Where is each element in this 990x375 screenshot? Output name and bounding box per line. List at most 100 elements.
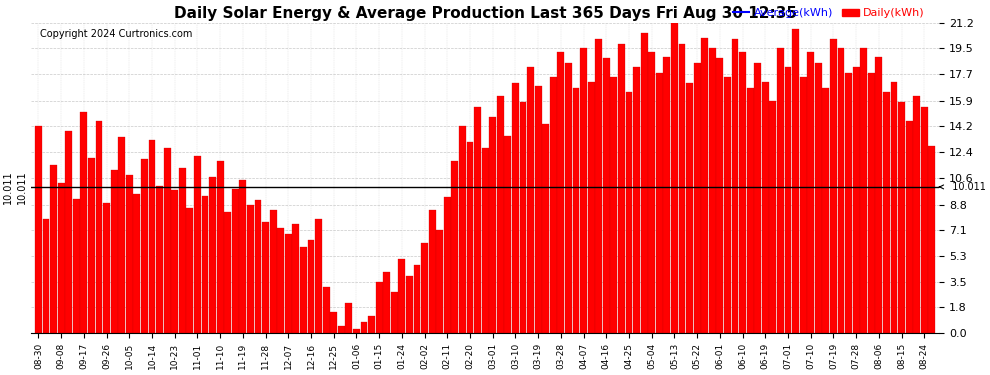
Bar [240,180,247,333]
Bar [694,63,701,333]
Bar [171,190,178,333]
Bar [549,77,556,333]
Bar [732,39,739,333]
Bar [254,200,261,333]
Bar [134,194,141,333]
Bar [474,106,481,333]
Bar [754,63,761,333]
Bar [603,58,610,333]
Bar [528,67,534,333]
Bar [103,203,110,333]
Bar [618,44,625,333]
Bar [505,136,511,333]
Bar [429,210,436,333]
Bar [512,83,519,333]
Bar [444,197,450,333]
Bar [360,322,367,333]
Bar [292,224,299,333]
Bar [338,326,345,333]
Bar [277,228,284,333]
Bar [883,92,890,333]
Bar [520,102,527,333]
Bar [269,210,276,333]
Bar [746,87,753,333]
Bar [148,140,155,333]
Bar [194,156,201,333]
Bar [141,159,148,333]
Bar [96,121,102,333]
Bar [368,316,375,333]
Bar [209,177,216,333]
Bar [823,87,830,333]
Bar [815,63,822,333]
Bar [626,92,633,333]
Bar [785,67,791,333]
Bar [830,39,837,333]
Bar [565,63,572,333]
Bar [740,53,746,333]
Bar [80,112,87,333]
Bar [921,106,928,333]
Bar [898,102,905,333]
Bar [202,196,209,333]
Bar [611,77,618,333]
Bar [437,230,444,333]
Bar [383,272,390,333]
Bar [929,146,936,333]
Bar [43,219,50,333]
Bar [595,39,602,333]
Bar [686,83,693,333]
Bar [126,176,133,333]
Bar [497,96,504,333]
Bar [323,286,330,333]
Bar [800,77,807,333]
Bar [308,240,315,333]
Bar [648,53,655,333]
Bar [717,58,724,333]
Bar [331,312,338,333]
Bar [807,53,814,333]
Bar [346,303,352,333]
Bar [414,265,421,333]
Bar [315,219,322,333]
Bar [50,165,57,333]
Bar [838,48,844,333]
Bar [671,23,678,333]
Bar [186,208,193,333]
Bar [406,276,413,333]
Bar [225,212,231,333]
Bar [656,73,662,333]
Bar [543,124,549,333]
Bar [868,73,875,333]
Bar [572,87,579,333]
Bar [179,168,186,333]
Bar [875,57,882,333]
Bar [769,101,776,333]
Bar [845,73,852,333]
Bar [852,67,859,333]
Bar [451,161,458,333]
Bar [163,147,170,333]
Bar [891,82,897,333]
Bar [580,48,587,333]
Bar [376,282,382,333]
Bar [232,189,239,333]
Bar [57,183,64,333]
Bar [663,57,670,333]
Bar [262,222,269,333]
Bar [285,234,292,333]
Bar [248,205,253,333]
Bar [641,33,647,333]
Bar [459,126,466,333]
Bar [353,329,360,333]
Bar [860,48,867,333]
Bar [88,158,95,333]
Text: 10.011: 10.011 [17,170,27,204]
Bar [65,132,72,333]
Bar [701,38,708,333]
Bar [634,67,640,333]
Bar [111,170,118,333]
Bar [156,186,163,333]
Bar [482,147,489,333]
Bar [217,161,224,333]
